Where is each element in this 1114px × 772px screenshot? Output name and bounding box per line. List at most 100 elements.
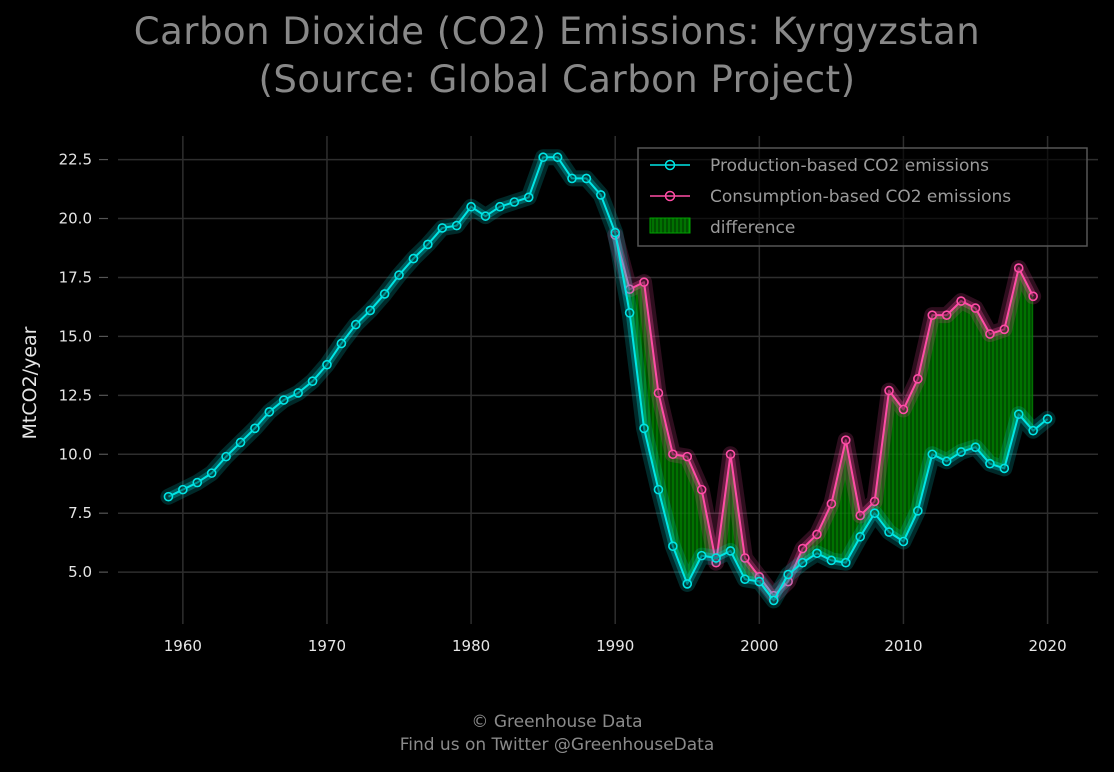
production-point	[451, 220, 462, 231]
legend-marker-production	[664, 159, 676, 171]
production-point	[192, 477, 203, 488]
production-point	[797, 557, 808, 568]
production-point	[840, 557, 851, 568]
production-point	[913, 506, 923, 516]
production-point	[855, 531, 866, 542]
production-point	[956, 447, 966, 457]
x-tick-label: 1970	[308, 637, 346, 655]
production-point	[480, 211, 491, 221]
production-point	[624, 308, 635, 318]
consumption-point	[668, 449, 678, 460]
consumption-point	[1028, 291, 1038, 302]
consumption-point	[941, 310, 952, 320]
production-point	[293, 388, 303, 398]
production-point	[696, 550, 707, 561]
production-point	[1013, 409, 1024, 419]
consumption-point	[696, 484, 707, 495]
production-point	[235, 437, 246, 448]
production-point	[278, 395, 289, 405]
consumption-point	[682, 451, 693, 462]
consumption-point	[797, 543, 808, 554]
production-point	[466, 201, 476, 212]
production-point	[985, 458, 995, 469]
production-point	[523, 192, 534, 203]
production-point	[927, 449, 938, 460]
production-point	[783, 569, 793, 580]
difference-area	[615, 232, 1034, 601]
production-point	[941, 456, 952, 467]
x-axis-ticks: 1960 1970 1980 1990 2000 2010 2020	[164, 637, 1067, 655]
production-point	[768, 595, 779, 606]
legend: Production-based CO2 emissions Consumpti…	[637, 147, 1088, 247]
production-point	[898, 536, 909, 547]
production-point	[581, 173, 592, 184]
production-point	[495, 201, 505, 212]
production-point	[408, 253, 419, 264]
y-tick-label: 22.5	[59, 151, 92, 169]
production-point	[552, 152, 563, 163]
consumption-point	[812, 529, 822, 540]
consumption-point	[913, 374, 923, 384]
x-tick-label: 1990	[596, 637, 634, 655]
production-point	[423, 239, 433, 250]
y-tick-label: 12.5	[59, 386, 92, 404]
x-tick-label: 2000	[740, 637, 778, 655]
legend-label-difference: difference	[710, 218, 795, 238]
production-point	[322, 359, 332, 370]
consumption-point	[1013, 263, 1024, 273]
production-point	[884, 527, 894, 537]
consumption-line	[614, 234, 1035, 597]
production-point	[394, 270, 404, 280]
production-point	[970, 442, 981, 452]
production-point	[206, 468, 217, 478]
production-point	[740, 574, 750, 585]
production-point	[264, 407, 275, 417]
chart-title: Carbon Dioxide (CO2) Emissions: Kyrgyzst…	[133, 10, 981, 53]
production-point	[639, 423, 649, 434]
y-tick-label: 20.0	[59, 210, 92, 228]
production-point	[307, 376, 318, 386]
footer-copyright: © Greenhouse Data	[471, 712, 643, 732]
series-lines	[160, 149, 1056, 609]
production-point	[538, 152, 548, 163]
x-tick-label: 1960	[164, 637, 202, 655]
legend-label-production: Production-based CO2 emissions	[710, 156, 989, 176]
consumption-point	[970, 303, 981, 313]
difference-fill	[615, 232, 1034, 601]
production-point	[379, 289, 390, 299]
production-point	[350, 319, 361, 330]
production-point	[437, 223, 448, 233]
y-tick-label: 7.5	[68, 504, 92, 522]
consumption-point	[740, 553, 750, 563]
consumption-point	[725, 449, 736, 460]
consumption-point	[840, 435, 851, 445]
consumption-point	[927, 310, 938, 320]
y-axis-label: MtCO2/year	[19, 326, 41, 439]
production-point	[567, 173, 577, 184]
production-point	[653, 484, 664, 495]
legend-marker-consumption	[664, 190, 676, 202]
y-tick-label: 17.5	[59, 268, 92, 286]
consumption-point	[826, 498, 837, 509]
consumption-point	[999, 324, 1010, 335]
production-point	[725, 546, 736, 556]
production-point	[610, 227, 621, 238]
production-point	[221, 451, 231, 462]
production-point	[250, 423, 260, 434]
production-point	[1028, 425, 1038, 436]
production-point	[163, 491, 174, 502]
consumption-point	[869, 496, 880, 507]
consumption-point	[884, 385, 894, 396]
consumption-point	[639, 277, 649, 287]
production-point	[812, 548, 822, 559]
production-point	[711, 553, 721, 563]
production-point	[336, 338, 347, 349]
production-point	[595, 190, 606, 200]
consumption-point	[855, 510, 866, 521]
production-point	[1042, 414, 1053, 424]
consumption-point	[985, 329, 995, 339]
y-tick-label: 5.0	[68, 563, 92, 581]
x-tick-label: 1980	[452, 637, 490, 655]
production-point	[178, 484, 188, 495]
